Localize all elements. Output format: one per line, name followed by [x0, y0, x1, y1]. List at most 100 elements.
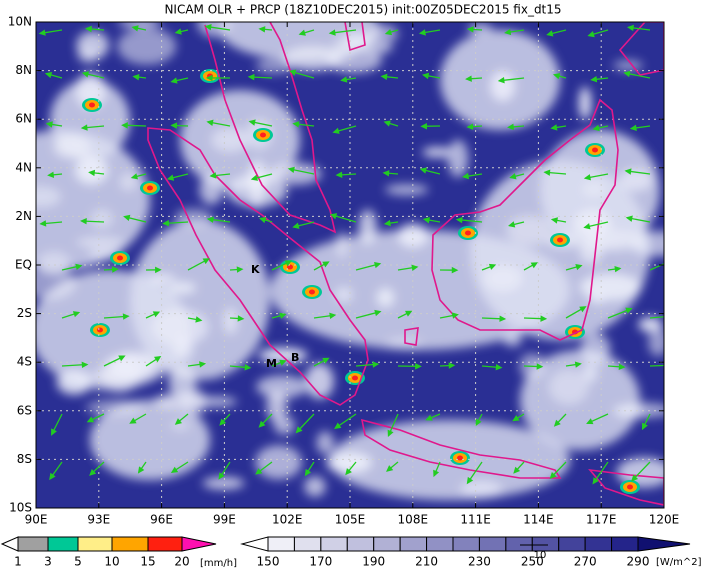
place-label: M	[266, 357, 277, 370]
legend-label: 5	[74, 555, 82, 569]
cloud	[20, 186, 61, 207]
lat-label: 10N	[8, 15, 32, 29]
lon-label: 120E	[649, 513, 680, 527]
cloud	[460, 480, 502, 498]
place-label: K	[251, 263, 260, 276]
cloud	[77, 47, 98, 64]
rain-cell	[352, 376, 358, 381]
cloud	[503, 332, 522, 347]
cloud	[582, 182, 606, 197]
legend-swatch	[112, 537, 148, 551]
legend-label: 10	[104, 555, 119, 569]
legend-unit: [mm/h]	[200, 558, 237, 569]
rain-cell	[117, 256, 123, 261]
legend-swatch	[148, 537, 182, 551]
legend-label: 15	[140, 555, 155, 569]
rain-cell	[89, 103, 95, 108]
cloud	[589, 292, 605, 305]
legend-swatch	[506, 537, 532, 551]
legend-swatch	[48, 537, 78, 551]
legend-label: 20	[174, 555, 189, 569]
cloud	[90, 209, 113, 229]
legend-swatch	[347, 537, 373, 551]
cloud	[580, 273, 641, 300]
cloud	[359, 209, 377, 244]
legend-swatch	[294, 537, 320, 551]
cloud	[267, 390, 288, 422]
cloud	[76, 237, 126, 247]
lat-label: 6N	[15, 112, 32, 126]
cloud	[484, 265, 522, 291]
legend-end	[182, 537, 216, 551]
cloud	[53, 135, 90, 159]
lat-label: 4S	[17, 355, 32, 369]
rain-cell	[592, 148, 598, 153]
legend-label: 270	[574, 555, 597, 569]
lat-label: 4N	[15, 160, 32, 174]
legend-swatch	[612, 537, 638, 551]
cloud	[613, 60, 643, 70]
cloud	[304, 476, 325, 497]
lon-label: 117E	[586, 513, 617, 527]
legend-swatch	[532, 537, 558, 551]
cloud	[37, 251, 71, 275]
cloud	[152, 309, 208, 345]
cloud	[549, 369, 590, 404]
cloud	[613, 403, 672, 418]
cloud	[175, 208, 212, 226]
lon-label: 105E	[335, 513, 366, 527]
lat-label: 2N	[15, 209, 32, 223]
lon-label: 90E	[25, 513, 48, 527]
title: NICAM OLR + PRCP (18Z10DEC2015) init:00Z…	[164, 3, 561, 17]
lon-label: 114E	[523, 513, 554, 527]
cloud	[255, 445, 302, 479]
rain-cell	[627, 485, 633, 490]
cloud	[385, 184, 429, 195]
cloud	[117, 28, 176, 65]
lon-label: 108E	[398, 513, 429, 527]
lon-label: 111E	[460, 513, 491, 527]
legend-label: 290	[627, 555, 650, 569]
legend-swatch	[321, 537, 347, 551]
legend-label: 230	[468, 555, 491, 569]
legend-swatch	[18, 537, 48, 551]
cloud	[168, 282, 197, 295]
rain-cell	[465, 231, 471, 236]
rain-cell	[260, 133, 266, 138]
cloud	[648, 328, 668, 356]
legend-label: 150	[257, 555, 280, 569]
cloud	[154, 394, 201, 408]
cloud	[422, 147, 452, 157]
map: K M B	[0, 0, 686, 508]
lat-label: 2S	[17, 306, 32, 320]
cloud	[86, 400, 143, 416]
legend-label: 210	[415, 555, 438, 569]
cloud	[316, 431, 333, 454]
legend-label: 1	[14, 555, 22, 569]
legend-swatch	[453, 537, 479, 551]
cloud	[57, 370, 92, 395]
cloud	[336, 232, 348, 259]
lat-label: EQ	[15, 258, 32, 272]
place-label: B	[291, 351, 299, 364]
cloud	[506, 215, 553, 246]
legend-swatch	[374, 537, 400, 551]
legend-end	[242, 537, 268, 551]
rain-cell	[97, 328, 103, 333]
wind-arrow	[650, 365, 669, 366]
cloud	[358, 41, 393, 54]
legend-swatch	[400, 537, 426, 551]
lat-label: 8S	[17, 452, 32, 466]
lat-label: 8N	[15, 63, 32, 77]
rain-cell	[557, 238, 563, 243]
legend-swatch	[78, 537, 112, 551]
legend-swatch	[479, 537, 505, 551]
cloud	[448, 140, 469, 178]
legend-swatch	[427, 537, 453, 551]
legend-unit: [W/m^2]	[656, 557, 702, 568]
cloud	[203, 477, 245, 489]
rain-cell	[309, 290, 315, 295]
cloud	[376, 288, 394, 308]
